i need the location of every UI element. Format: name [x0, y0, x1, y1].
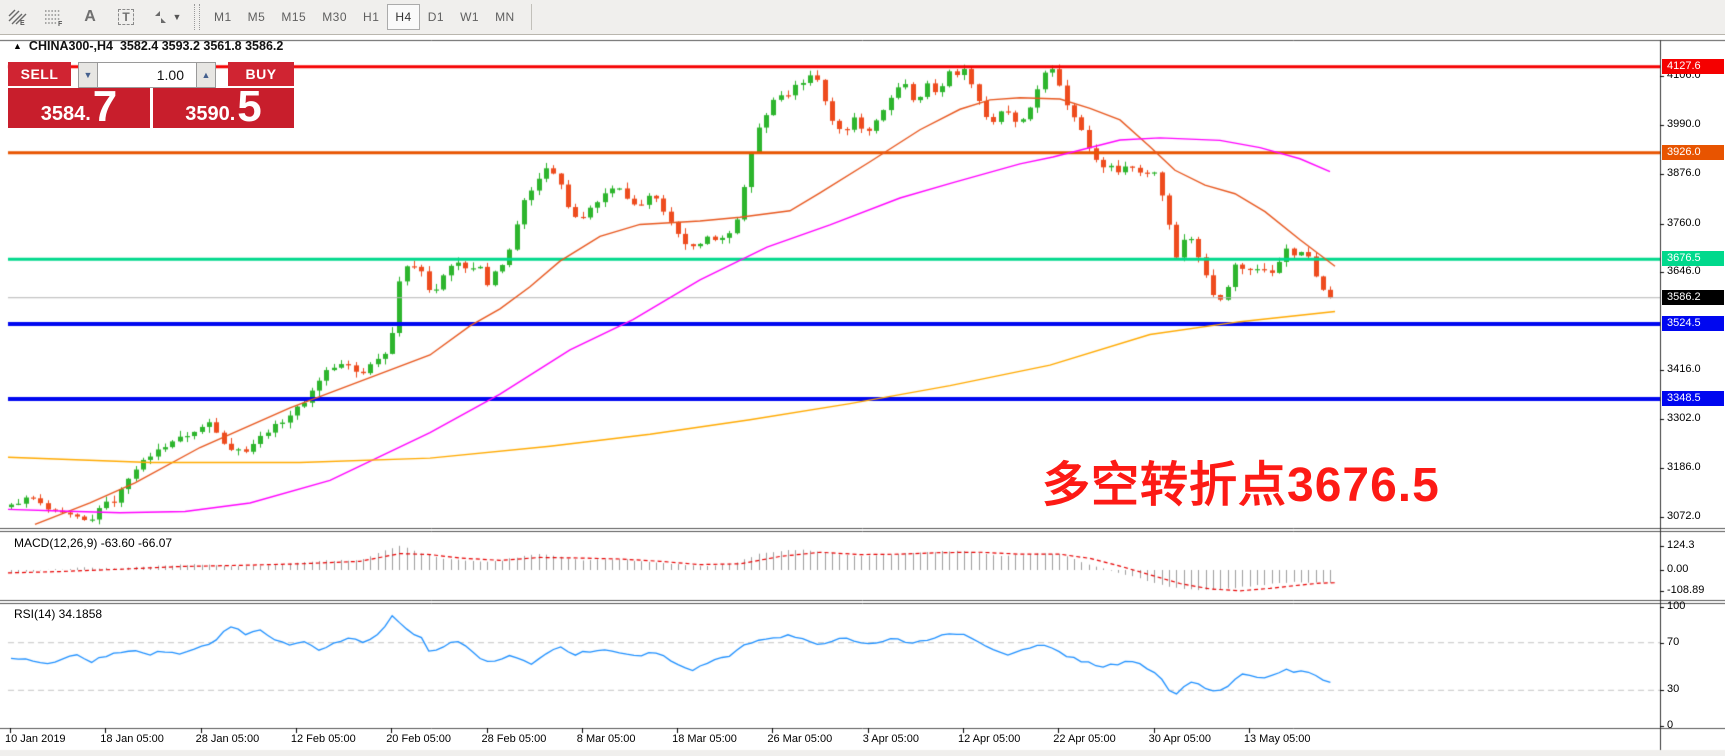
timeframe-button-d1[interactable]: D1	[427, 10, 445, 24]
date-axis-label: 18 Jan 05:00	[100, 733, 164, 745]
date-axis-label: 13 May 05:00	[1243, 733, 1311, 745]
buy-button[interactable]: BUY	[228, 62, 294, 88]
price-axis-tick: 3186.0	[1667, 461, 1701, 474]
timeframe-button-mn[interactable]: MN	[495, 10, 515, 24]
price-level-badge: 3586.2	[1662, 289, 1724, 305]
price-level-badge: 3926.0	[1662, 144, 1724, 160]
chart-annotation-text: 多空转折点3676.5	[1042, 459, 1440, 512]
timeframe-buttons: M1 M5 M15 M30 H1 H4 D1 W1 MN	[206, 4, 523, 30]
text-label-icon[interactable]: A	[84, 8, 96, 25]
date-axis-label: 18 Mar 05:00	[672, 733, 737, 745]
timeframe-button-h4[interactable]: H4	[387, 4, 420, 30]
timeframe-button-m15[interactable]: M15	[281, 10, 307, 24]
price-axis-tick: 3416.0	[1667, 363, 1701, 376]
symbol-title: CHINA300-,H4	[28, 39, 113, 53]
toolbar-divider	[530, 4, 532, 30]
macd-axis-tick: -108.89	[1667, 584, 1705, 597]
volume-decrease-button[interactable]: ▼	[78, 62, 98, 88]
date-axis-label: 10 Jan 2019	[5, 733, 66, 745]
date-axis-label: 8 Mar 05:00	[576, 733, 636, 745]
price-axis-tick: 3646.0	[1667, 265, 1701, 278]
price-axis-tick: 3072.0	[1667, 510, 1701, 523]
caret-up-icon: ▲	[201, 70, 211, 80]
svg-text:E: E	[20, 20, 25, 26]
date-axis-label: 12 Apr 05:00	[958, 733, 1021, 745]
date-axis-label: 26 Mar 05:00	[767, 733, 833, 745]
caret-down-icon: ▼	[83, 70, 93, 80]
price-axis-tick: 3302.0	[1667, 411, 1701, 424]
price-axis-tick: 3990.0	[1667, 118, 1701, 131]
date-axis-label: 28 Jan 05:00	[195, 733, 260, 745]
date-axis-label: 3 Apr 05:00	[862, 733, 919, 745]
sell-price-panel[interactable]: 3584. 7	[8, 82, 150, 131]
date-axis-label: 12 Feb 05:00	[290, 733, 356, 745]
dropdown-caret-icon: ▼	[172, 12, 182, 22]
macd-axis-tick: 124.3	[1667, 539, 1695, 551]
rsi-axis-tick: 30	[1667, 683, 1680, 696]
date-axis-label: 20 Feb 05:00	[386, 733, 452, 745]
one-click-trade-panel: SELL ▼ ▲ BUY 3584. 7 3590. 5	[8, 62, 294, 131]
volume-increase-button[interactable]: ▲	[196, 62, 216, 88]
buy-price: 3590.	[185, 103, 236, 125]
date-axis-label: 28 Feb 05:00	[481, 733, 547, 745]
price-level-badge: 4127.6	[1662, 58, 1724, 74]
svg-text:F: F	[58, 21, 63, 26]
timeframe-button-m5[interactable]: M5	[247, 10, 266, 24]
sell-price-big-digit: 7	[92, 82, 118, 131]
timeframe-button-h1[interactable]: H1	[363, 10, 380, 24]
buy-price-panel[interactable]: 3590. 5	[153, 82, 294, 131]
toolbar-separator	[194, 4, 200, 30]
price-level-badge: 3524.5	[1662, 316, 1724, 332]
rsi-axis-tick: 70	[1667, 635, 1680, 648]
price-level-badge: 3676.5	[1662, 251, 1724, 267]
arrow-objects-icon[interactable]: ▼	[144, 3, 188, 31]
date-axis-label: 30 Apr 05:00	[1148, 733, 1211, 745]
sell-price: 3584.	[40, 103, 91, 125]
rsi-axis-tick: 0	[1667, 719, 1674, 731]
timeframe-button-w1[interactable]: W1	[460, 10, 480, 24]
timeframe-button-m30[interactable]: M30	[322, 10, 348, 24]
text-box-icon[interactable]: T	[108, 3, 144, 31]
rsi-axis-tick: 100	[1667, 600, 1686, 612]
date-axis-label: 22 Apr 05:00	[1053, 733, 1116, 745]
timeframe-button-m1[interactable]: M1	[214, 10, 232, 24]
macd-axis-tick: 0.00	[1667, 563, 1689, 575]
price-axis-tick: 3876.0	[1667, 167, 1701, 180]
sell-button[interactable]: SELL	[8, 62, 71, 88]
macd-indicator-label: MACD(12,26,9) -63.60 -66.07	[14, 536, 173, 550]
symbol-header: ▲ CHINA300-,H4 3582.4 3593.2 3561.8 3586…	[13, 39, 283, 53]
equidistant-channel-icon[interactable]: E	[0, 3, 36, 31]
volume-input[interactable]	[98, 62, 196, 88]
price-axis-tick: 3760.0	[1667, 216, 1701, 229]
price-chart-canvas[interactable]	[0, 35, 1725, 756]
toolbar: E F A T ▼ M1 M5 M15 M30 H1 H4 D1 W1 MN	[0, 0, 1725, 35]
symbol-ohlc: 3582.4 3593.2 3561.8 3586.2	[119, 39, 284, 53]
buy-price-big-digit: 5	[237, 82, 262, 131]
fibonacci-icon[interactable]: F	[36, 3, 72, 31]
price-level-badge: 3348.5	[1662, 391, 1724, 407]
collapse-panel-icon[interactable]: ▲	[13, 41, 22, 51]
rsi-indicator-label: RSI(14) 34.1858	[14, 607, 103, 621]
